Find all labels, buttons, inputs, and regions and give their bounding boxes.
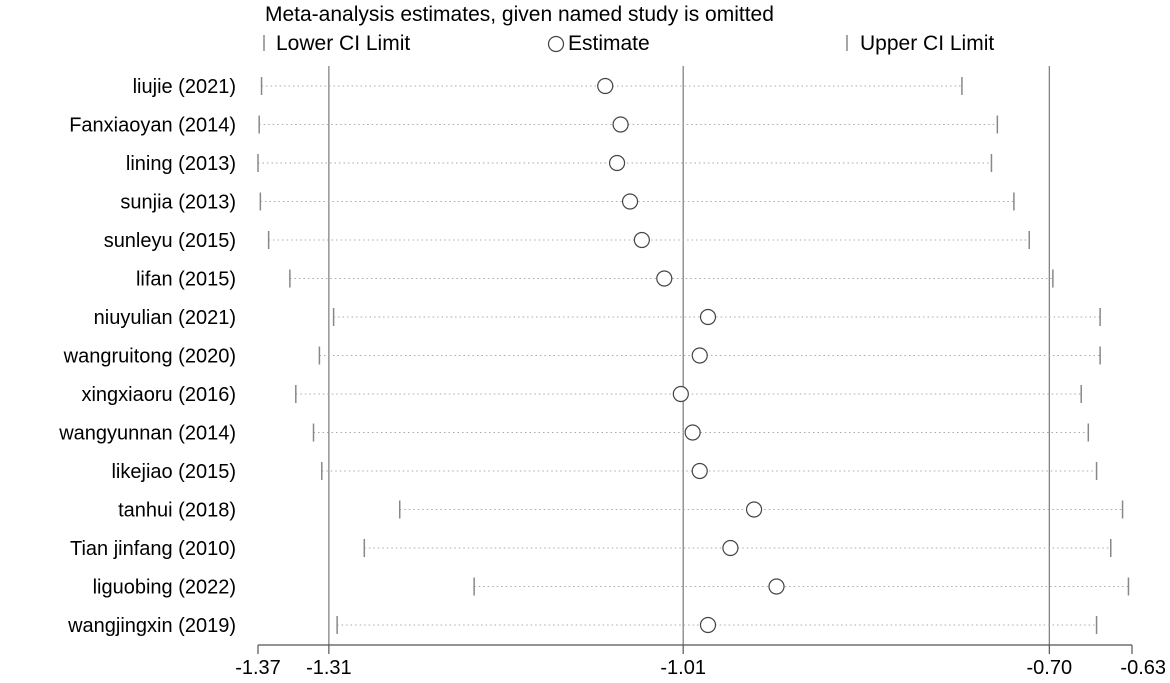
study-row: sunleyu (2015) [104, 230, 1030, 252]
study-row: lining (2013) [126, 153, 993, 175]
estimate-marker [597, 77, 614, 95]
study-row: tanhui (2018) [118, 500, 1124, 522]
study-row: lifan (2015) [136, 269, 1054, 291]
study-label: likejiao (2015) [111, 461, 236, 483]
study-row: niuyulian (2021) [94, 307, 1101, 329]
legend-estimate-label: Estimate [568, 32, 650, 55]
study-label: sunleyu (2015) [104, 230, 236, 252]
estimate-marker [699, 308, 717, 326]
study-label: wangjingxin (2019) [67, 615, 236, 637]
study-rows: liujie (2021) Fanxiaoyan (2014) lining (20… [58, 76, 1130, 637]
study-label: lining (2013) [126, 153, 236, 175]
study-label: xingxiaoru (2016) [81, 384, 236, 406]
estimate-marker [612, 116, 629, 133]
study-label: liujie (2021) [133, 76, 236, 98]
estimate-marker [691, 347, 708, 364]
study-label: lifan (2015) [136, 269, 236, 291]
estimate-marker [722, 539, 739, 557]
study-row: liujie (2021) [133, 76, 963, 98]
estimate-marker [768, 578, 785, 595]
x-axis: -1.37 -1.31 -1.01 -0.70 -0.63 [235, 644, 1166, 679]
study-label: wangruitong (2020) [63, 346, 236, 368]
legend-estimate-marker [547, 35, 565, 53]
estimate-marker [745, 501, 763, 518]
study-label: sunjia (2013) [120, 192, 236, 214]
estimate-marker [633, 231, 650, 249]
study-label: Fanxiaoyan (2014) [69, 115, 236, 137]
study-label: niuyulian (2021) [94, 307, 236, 329]
study-row: liguobing (2022) [93, 577, 1130, 599]
estimate-marker [684, 424, 701, 441]
x-tick-label: -1.01 [660, 657, 706, 679]
legend-lower-label: Lower CI Limit [276, 32, 410, 55]
legend-upper-label: Upper CI Limit [860, 32, 994, 55]
study-label: liguobing (2022) [93, 577, 236, 599]
x-tick-label: -1.31 [306, 657, 352, 679]
x-tick-label: -0.70 [1027, 657, 1073, 679]
estimate-marker [621, 193, 639, 210]
chart-title: Meta-analysis estimates, given named stu… [265, 3, 774, 26]
study-row: Tian jinfang (2010) [70, 538, 1112, 560]
study-row: wangyunnan (2014) [58, 423, 1090, 445]
study-row: wangruitong (2020) [63, 346, 1101, 368]
x-tick-label: -0.63 [1120, 657, 1166, 679]
estimate-marker [691, 462, 708, 480]
study-label: wangyunnan (2014) [58, 423, 236, 445]
estimate-marker [699, 616, 717, 634]
x-tick-label: -1.37 [235, 657, 281, 679]
study-row: wangjingxin (2019) [67, 615, 1098, 637]
study-row: Fanxiaoyan (2014) [69, 115, 999, 137]
study-row: likejiao (2015) [111, 461, 1098, 483]
study-row: xingxiaoru (2016) [81, 384, 1082, 406]
legend: Lower CI Limit Estimate Upper CI Limit [263, 32, 994, 55]
estimate-marker [608, 154, 626, 172]
study-label: Tian jinfang (2010) [70, 538, 236, 560]
estimate-marker [672, 385, 689, 403]
study-label: tanhui (2018) [118, 500, 236, 522]
estimate-marker [656, 270, 673, 287]
study-row: sunjia (2013) [120, 192, 1015, 214]
